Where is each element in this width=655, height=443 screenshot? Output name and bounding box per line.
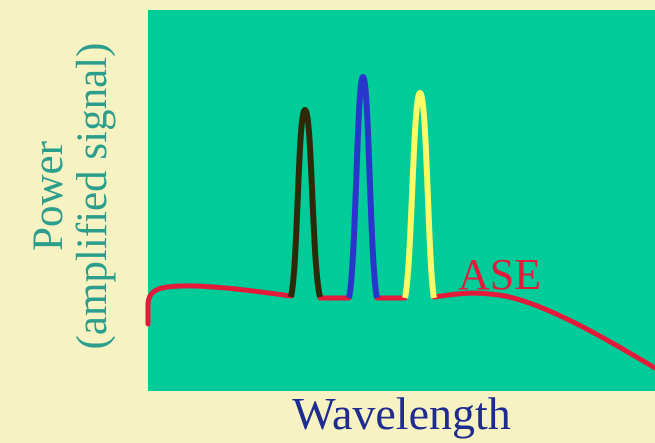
signal-peak-3 [402, 90, 437, 299]
plot-area [148, 10, 655, 391]
ase-curve-right [431, 290, 655, 371]
x-axis-label: Wavelength [292, 388, 511, 439]
signal-peak-1 [288, 107, 323, 298]
ase-curve-left [145, 283, 294, 327]
ase-label: ASE [458, 250, 542, 299]
y-axis-label-line-2: (amplified signal) [69, 42, 116, 350]
y-axis-label: Power (amplified signal) [25, 6, 116, 386]
signal-peak-2 [346, 74, 380, 299]
y-axis-label-line-1: Power [25, 141, 72, 251]
